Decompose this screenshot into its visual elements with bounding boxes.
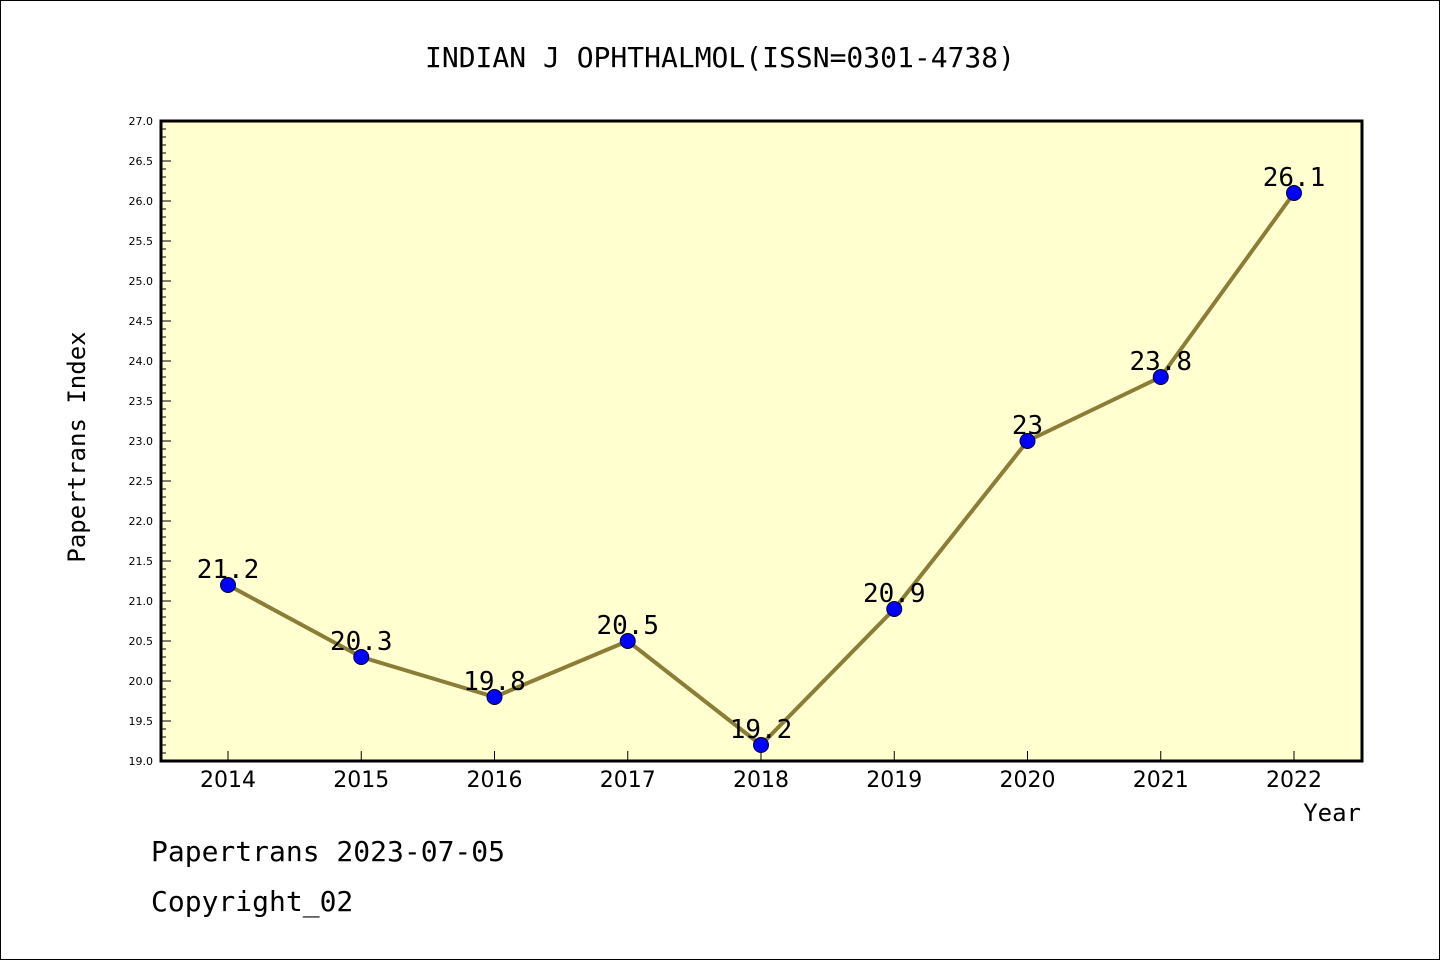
x-tick-label: 2017 <box>600 768 656 793</box>
y-tick-label: 23.5 <box>129 395 154 408</box>
y-tick-label: 20.0 <box>129 675 154 688</box>
data-label: 23 <box>1012 411 1043 441</box>
y-axis-title: Papertrans Index <box>63 331 91 562</box>
y-tick-label: 23.0 <box>129 435 154 448</box>
x-tick-label: 2021 <box>1133 768 1189 793</box>
y-tick-label: 21.0 <box>129 595 154 608</box>
chart-title: INDIAN J OPHTHALMOL(ISSN=0301-4738) <box>425 41 1015 74</box>
y-tick-label: 20.5 <box>129 635 154 648</box>
data-label: 26.1 <box>1263 163 1326 193</box>
y-tick-label: 19.0 <box>129 755 154 768</box>
y-tick-label: 24.0 <box>129 355 154 368</box>
plot-area <box>161 121 1362 761</box>
y-tick-label: 22.5 <box>129 475 154 488</box>
x-axis-ticks <box>227 751 1295 761</box>
x-tick-label: 2016 <box>467 768 523 793</box>
x-axis-tick-labels: 2014 2015 2016 2017 2018 2019 2020 2021 2022 <box>200 768 1322 793</box>
data-point <box>886 601 903 617</box>
series-layer: 21.2 20.3 19.8 20.5 19.2 20.9 23 23.8 26.1 <box>197 163 1326 753</box>
data-label: 19.8 <box>463 667 526 697</box>
data-point <box>353 649 370 665</box>
x-tick-label: 2020 <box>1000 768 1056 793</box>
x-tick-label: 2015 <box>333 768 389 793</box>
y-tick-label: 25.0 <box>129 275 154 288</box>
data-label: 19.2 <box>730 715 793 745</box>
x-tick-label: 2019 <box>866 768 922 793</box>
y-tick-label: 19.5 <box>129 715 154 728</box>
x-tick-label: 2014 <box>200 768 256 793</box>
data-label: 23.8 <box>1129 347 1192 377</box>
footer-date-line: Papertrans 2023-07-05 <box>151 835 506 868</box>
y-tick-label: 21.5 <box>129 555 154 568</box>
data-point <box>1152 369 1169 385</box>
data-point <box>486 689 503 705</box>
y-tick-label: 24.5 <box>129 315 154 328</box>
y-tick-label: 22.0 <box>129 515 154 528</box>
data-point <box>619 633 636 649</box>
data-label: 21.2 <box>197 555 260 585</box>
plot-border <box>159 119 1364 763</box>
data-point <box>1286 185 1302 201</box>
footer-copyright-line: Copyright_02 <box>151 885 354 918</box>
y-tick-label: 26.5 <box>129 155 154 168</box>
x-tick-label: 2018 <box>733 768 789 793</box>
x-axis-title: Year <box>1303 799 1361 827</box>
y-tick-label: 25.5 <box>129 235 154 248</box>
y-axis-tick-labels: 19.0 19.5 20.0 20.5 21.0 21.5 22.0 22.5 23.0 23.5… <box>129 115 154 768</box>
data-label: 20.3 <box>330 627 393 657</box>
data-point <box>1019 433 1036 449</box>
y-tick-label: 26.0 <box>129 195 154 208</box>
data-label: 20.5 <box>596 611 659 641</box>
data-point <box>753 737 769 753</box>
data-point <box>220 577 236 593</box>
y-tick-label: 27.0 <box>129 115 154 128</box>
data-label: 20.9 <box>863 579 926 609</box>
x-tick-label: 2022 <box>1266 768 1322 793</box>
